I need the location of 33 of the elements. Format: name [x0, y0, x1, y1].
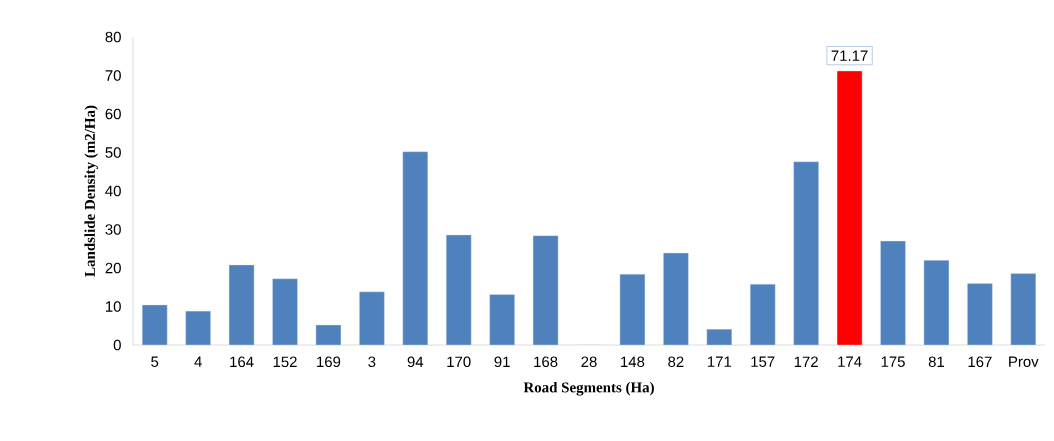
data-label: 71.17 [831, 50, 868, 61]
x-tick-label: 164 [230, 356, 254, 368]
x-tick-label: Prov [1009, 356, 1039, 367]
x-tick-label: 170 [447, 356, 471, 368]
y-tick-label: 0 [113, 339, 121, 351]
x-tick-label: 5 [151, 356, 159, 367]
y-tick-label: 60 [105, 108, 121, 120]
x-tick-label: 91 [494, 356, 510, 368]
x-tick-label: 171 [707, 356, 732, 367]
x-tick-label: 4 [194, 356, 202, 367]
x-tick-label: 174 [838, 356, 862, 367]
x-tick-label: 175 [881, 356, 905, 367]
x-tick-label: 168 [534, 356, 558, 368]
x-tick-label: 169 [317, 356, 341, 368]
x-tick-label: 152 [273, 356, 297, 368]
x-tick-label: 81 [928, 356, 945, 368]
y-tick-label: 20 [105, 262, 121, 274]
x-tick-label: 157 [751, 356, 775, 367]
y-axis-title: Landslide Density (m2/Ha) [84, 105, 99, 277]
x-tick-label: 82 [668, 356, 684, 368]
x-tick-label: 94 [407, 356, 424, 368]
y-tick-label: 30 [105, 224, 121, 235]
y-tick-label: 50 [105, 147, 121, 158]
x-tick-label: 28 [581, 356, 597, 368]
x-axis-title: Road Segments (Ha) [523, 381, 654, 396]
y-tick-label: 10 [106, 301, 121, 312]
x-tick-label: 148 [621, 356, 645, 368]
y-tick-label: 70 [105, 70, 121, 81]
y-tick-label: 40 [105, 185, 121, 197]
x-tick-label: 172 [794, 356, 818, 367]
y-tick-label: 80 [105, 31, 121, 43]
x-tick-label: 167 [968, 356, 992, 368]
x-tick-label: 3 [368, 356, 376, 368]
